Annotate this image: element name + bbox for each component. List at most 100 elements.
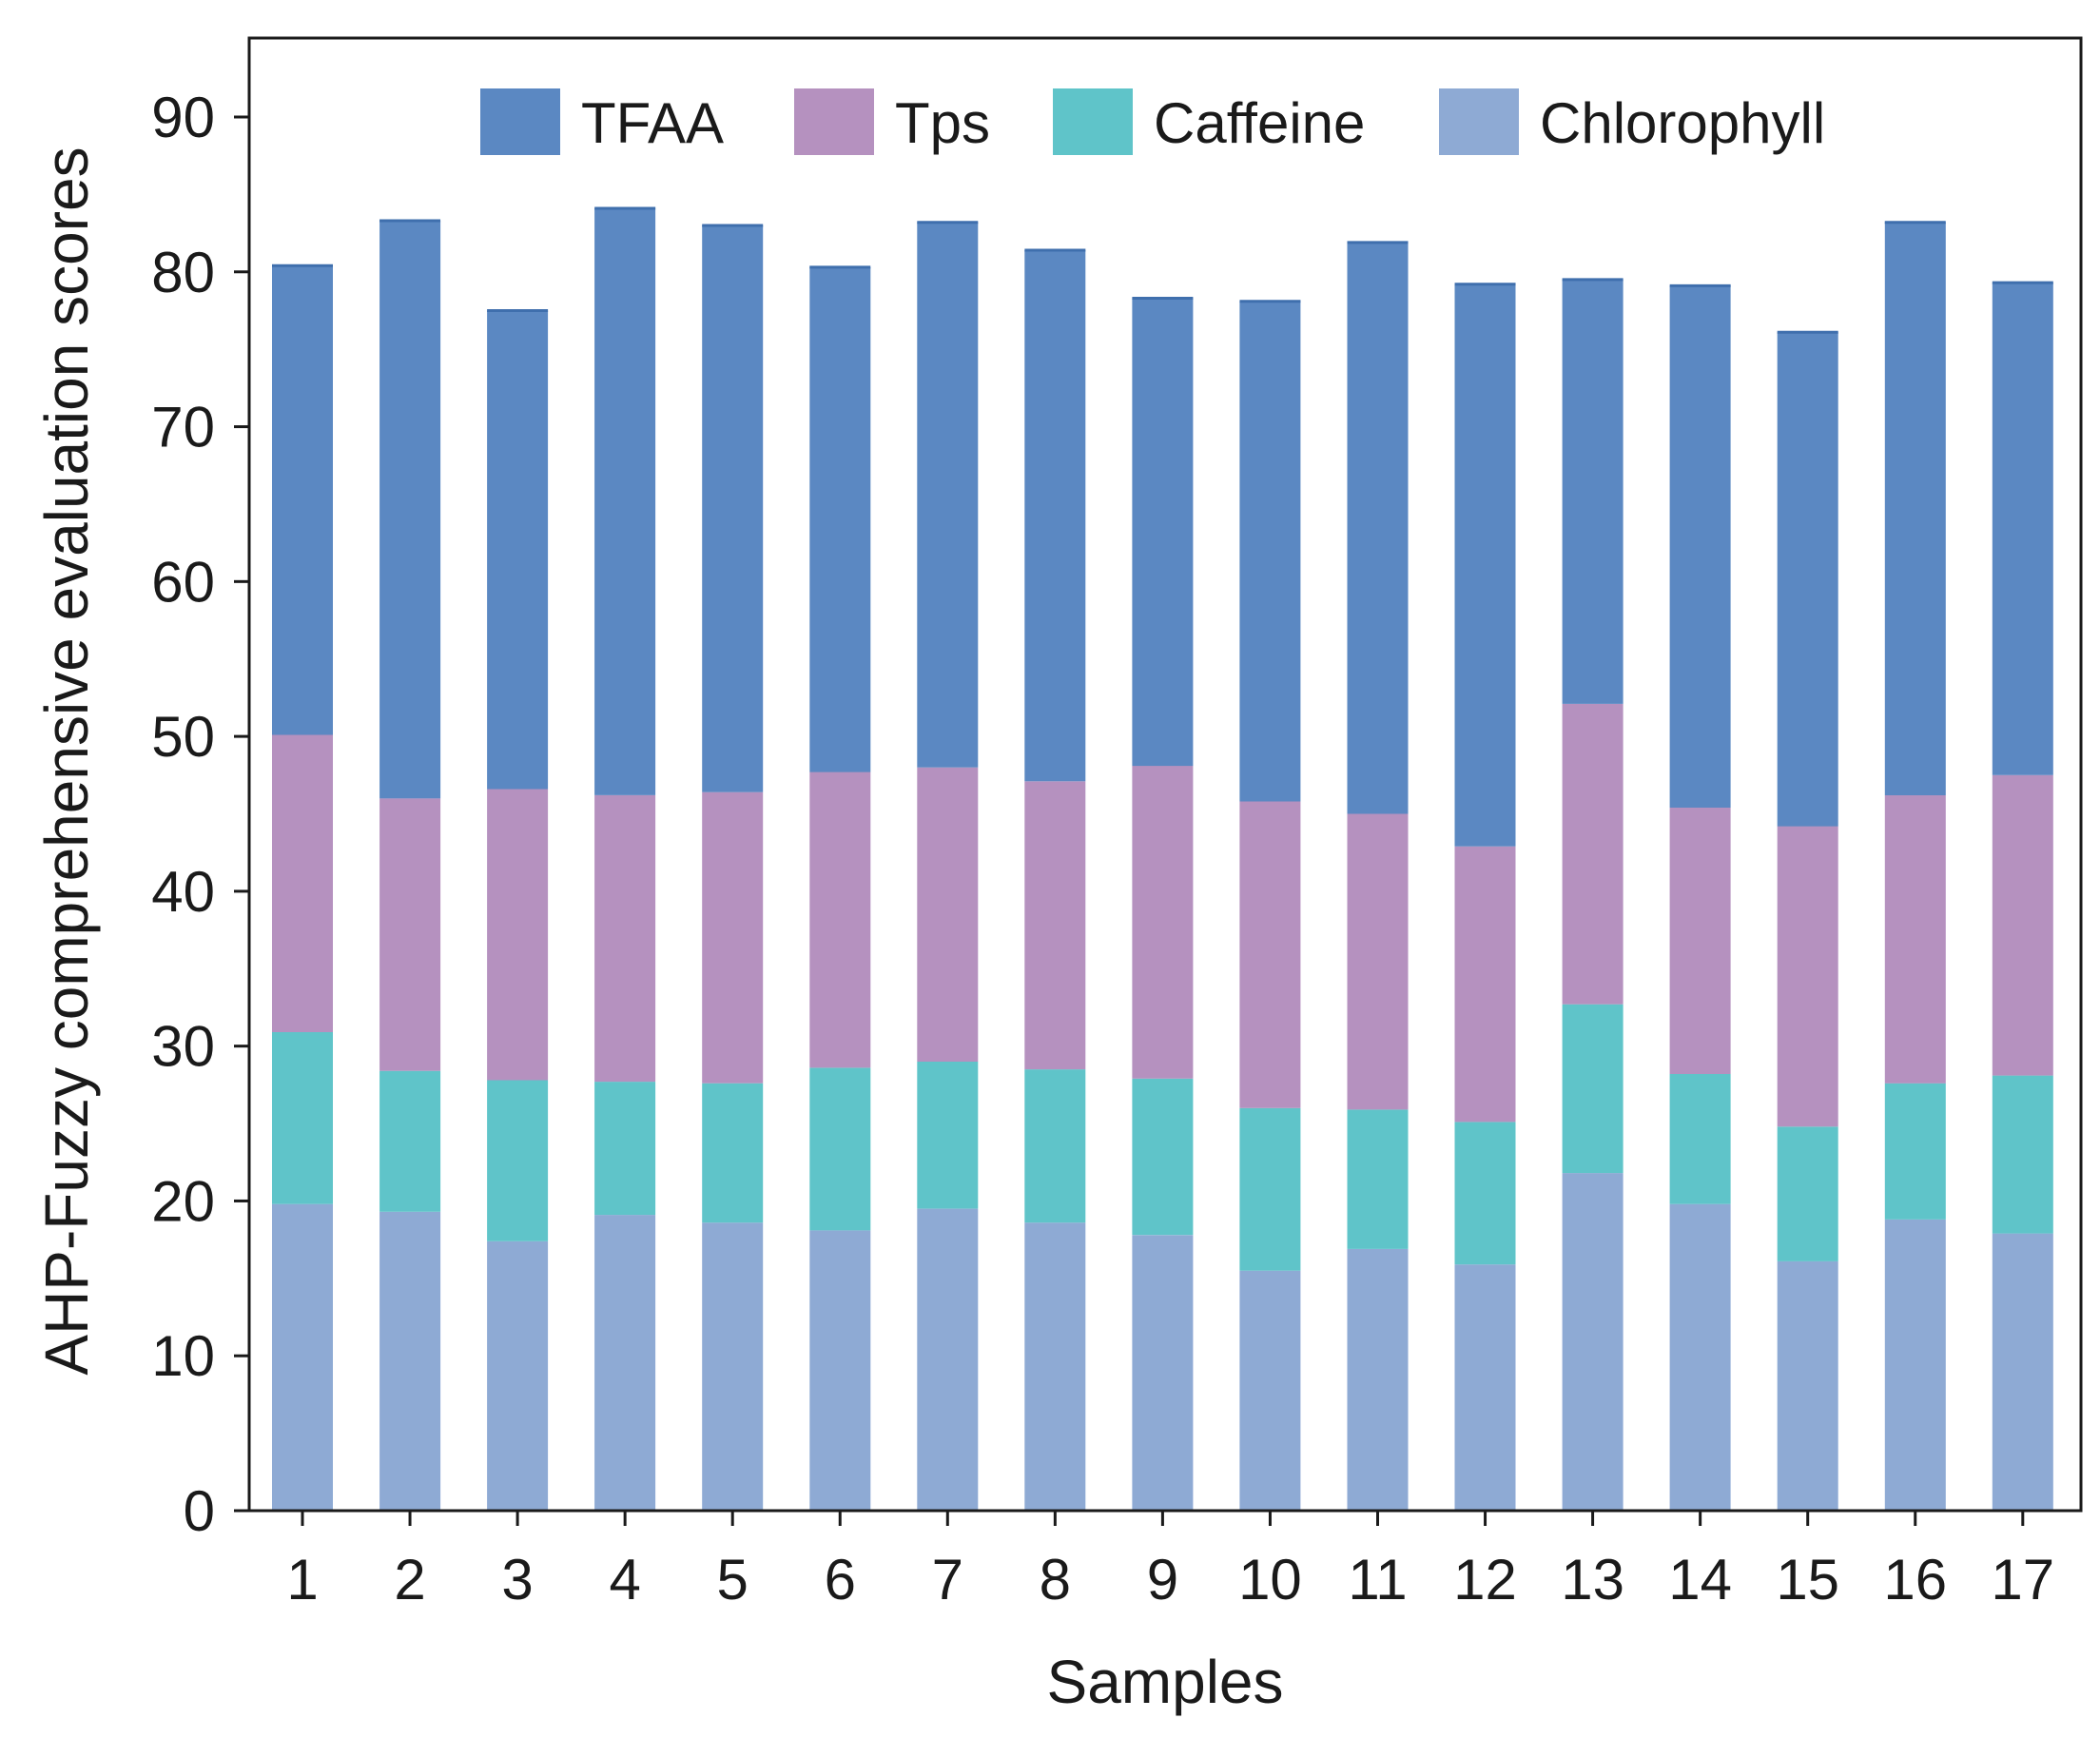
x-tick-label-15: 15: [1776, 1548, 1839, 1612]
bar-caffeine-sample-11: [1347, 1109, 1409, 1249]
legend-label-tps: Tps: [895, 91, 990, 155]
x-tick-label-4: 4: [609, 1548, 640, 1612]
bar-tps-sample-14: [1669, 808, 1731, 1074]
bar-tps-sample-12: [1454, 846, 1516, 1123]
x-tick-label-1: 1: [286, 1548, 318, 1612]
x-tick-label-12: 12: [1453, 1548, 1517, 1612]
x-tick-label-8: 8: [1040, 1548, 1071, 1612]
legend-swatch-tps: [794, 88, 874, 155]
bar-chlorophyll-sample-14: [1669, 1203, 1731, 1511]
bar-tps-sample-5: [702, 791, 764, 1084]
bar-tfaa-sample-12: [1454, 283, 1516, 847]
legend-label-tfaa: TFAA: [581, 91, 724, 155]
x-tick-label-14: 14: [1668, 1548, 1732, 1612]
bar-tps-sample-16: [1884, 795, 1946, 1084]
bar-caffeine-sample-12: [1454, 1122, 1516, 1265]
bar-tps-sample-8: [1024, 781, 1086, 1070]
x-tick-label-6: 6: [825, 1548, 856, 1612]
bar-tps-sample-6: [809, 772, 871, 1068]
x-axis-title: Samples: [1047, 1648, 1284, 1716]
bar-tps-sample-7: [917, 767, 979, 1062]
bar-caffeine-sample-13: [1562, 1004, 1624, 1174]
y-tick-label-80: 80: [151, 241, 215, 304]
x-tick-label-7: 7: [932, 1548, 963, 1612]
bar-caffeine-sample-3: [487, 1080, 549, 1241]
bar-tfaa-sample-5: [702, 225, 764, 792]
bar-tfaa-sample-2: [379, 221, 441, 799]
bar-chlorophyll-sample-12: [1454, 1264, 1516, 1511]
legend-swatch-chlorophyll: [1439, 88, 1519, 155]
x-tick-label-13: 13: [1561, 1548, 1624, 1612]
bar-caffeine-sample-1: [272, 1032, 333, 1204]
bar-caffeine-sample-16: [1884, 1083, 1946, 1220]
bar-tps-sample-2: [379, 798, 441, 1071]
bar-tfaa-sample-9: [1132, 298, 1194, 767]
y-tick-label-0: 0: [184, 1479, 215, 1543]
bar-tps-sample-3: [487, 789, 549, 1081]
x-tick-label-10: 10: [1238, 1548, 1302, 1612]
bar-tfaa-sample-14: [1669, 285, 1731, 808]
bar-chlorophyll-sample-16: [1884, 1220, 1946, 1511]
bar-tps-sample-11: [1347, 813, 1409, 1110]
bar-caffeine-sample-2: [379, 1070, 441, 1212]
bar-tps-sample-15: [1777, 826, 1838, 1127]
bar-tps-sample-17: [1992, 774, 2053, 1076]
bar-tfaa-sample-7: [917, 222, 979, 768]
bar-tfaa-sample-4: [594, 208, 656, 795]
bar-chlorophyll-sample-5: [702, 1222, 764, 1511]
y-tick-label-40: 40: [151, 860, 215, 924]
bar-chlorophyll-sample-1: [272, 1203, 333, 1511]
x-tick-label-17: 17: [1991, 1548, 2054, 1612]
bar-chlorophyll-sample-3: [487, 1240, 549, 1511]
bars-layer: [272, 206, 2053, 1511]
bar-caffeine-sample-8: [1024, 1069, 1086, 1223]
x-tick-label-2: 2: [394, 1548, 425, 1612]
y-tick-label-10: 10: [151, 1324, 215, 1388]
x-tick-label-9: 9: [1147, 1548, 1178, 1612]
x-tick-label-11: 11: [1348, 1548, 1407, 1612]
bar-chlorophyll-sample-9: [1132, 1235, 1194, 1511]
y-tick-label-90: 90: [151, 86, 215, 149]
y-tick-label-70: 70: [151, 396, 215, 459]
bar-tps-sample-1: [272, 734, 333, 1032]
bar-chlorophyll-sample-15: [1777, 1260, 1838, 1511]
y-tick-label-20: 20: [151, 1169, 215, 1233]
bar-tfaa-sample-10: [1239, 301, 1301, 802]
bar-chlorophyll-sample-10: [1239, 1270, 1301, 1511]
bar-chlorophyll-sample-13: [1562, 1173, 1624, 1511]
bar-chlorophyll-sample-2: [379, 1211, 441, 1511]
bar-tfaa-sample-3: [487, 310, 549, 790]
bar-caffeine-sample-5: [702, 1083, 764, 1223]
plot-frame: [247, 36, 2083, 1513]
bar-tfaa-sample-1: [272, 265, 333, 735]
bar-chlorophyll-sample-8: [1024, 1222, 1086, 1511]
bar-chlorophyll-sample-11: [1347, 1248, 1409, 1511]
legend-label-chlorophyll: Chlorophyll: [1540, 91, 1825, 155]
y-tick-label-60: 60: [151, 550, 215, 614]
y-tick-label-50: 50: [151, 705, 215, 769]
bar-caffeine-sample-7: [917, 1061, 979, 1209]
x-tick-label-5: 5: [717, 1548, 749, 1612]
y-tick-label-30: 30: [151, 1015, 215, 1079]
bar-tfaa-sample-8: [1024, 250, 1086, 782]
bar-tps-sample-13: [1562, 703, 1624, 1005]
bar-chlorophyll-sample-6: [809, 1230, 871, 1511]
bar-tfaa-sample-17: [1992, 283, 2053, 775]
x-tick-label-16: 16: [1883, 1548, 1947, 1612]
bar-tfaa-sample-15: [1777, 332, 1838, 827]
legend-swatch-tfaa: [480, 88, 560, 155]
bar-caffeine-sample-4: [594, 1082, 656, 1216]
legend-swatch-caffeine: [1053, 88, 1133, 155]
x-tick-label-3: 3: [501, 1548, 533, 1612]
bar-tfaa-sample-16: [1884, 222, 1946, 795]
bar-caffeine-sample-15: [1777, 1126, 1838, 1261]
bar-tps-sample-9: [1132, 766, 1194, 1079]
bar-tps-sample-4: [594, 795, 656, 1083]
bar-caffeine-sample-9: [1132, 1078, 1194, 1236]
bar-tfaa-sample-11: [1347, 242, 1409, 814]
bar-tfaa-sample-13: [1562, 279, 1624, 704]
y-axis-title: AHP-Fuzzy comprehensive evaluation score…: [32, 146, 101, 1375]
